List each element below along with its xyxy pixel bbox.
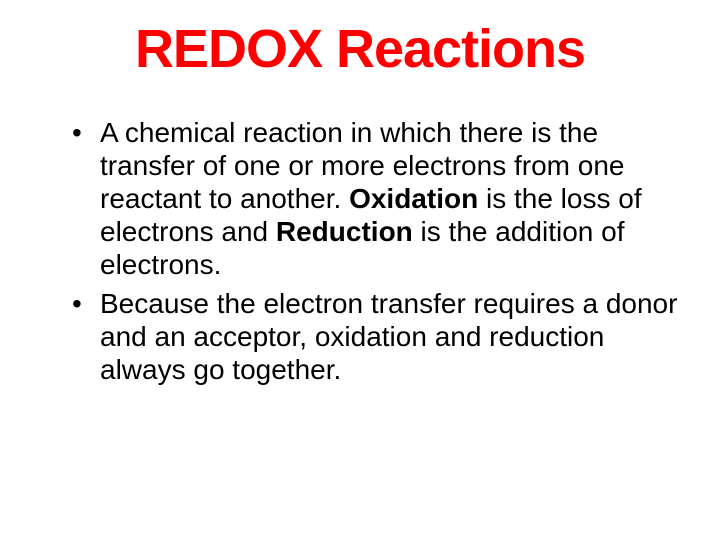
slide-title: REDOX Reactions — [40, 18, 680, 80]
list-item: Because the electron transfer requires a… — [72, 287, 680, 386]
bold-text: Reduction — [276, 216, 413, 247]
body-text: Because the electron transfer requires a… — [100, 288, 677, 385]
bold-text: Oxidation — [349, 183, 478, 214]
list-item: A chemical reaction in which there is th… — [72, 116, 680, 281]
bullet-list: A chemical reaction in which there is th… — [40, 116, 680, 386]
slide: REDOX Reactions A chemical reaction in w… — [0, 0, 720, 540]
